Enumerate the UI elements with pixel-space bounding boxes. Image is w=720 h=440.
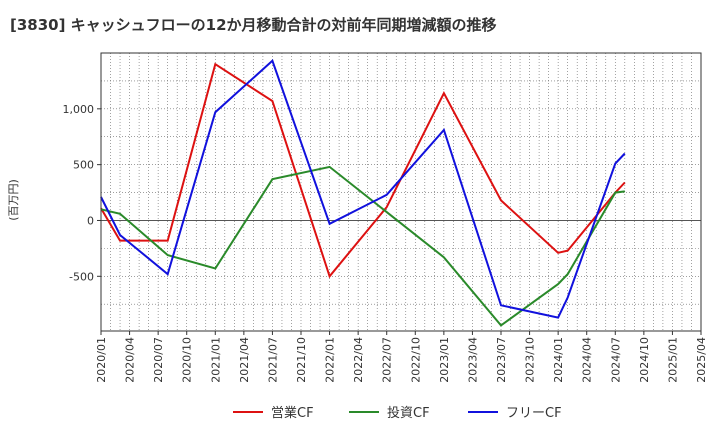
x-tick-label: 2021/01 — [209, 337, 222, 383]
x-tick-label: 2023/01 — [438, 337, 451, 383]
x-tick-label: 2020/04 — [124, 337, 137, 383]
x-tick-label: 2024/04 — [581, 337, 594, 383]
x-tick-label: 2021/04 — [238, 337, 251, 383]
x-tick-label: 2023/07 — [495, 337, 508, 383]
legend: 営業CF 投資CF フリーCF — [233, 405, 562, 421]
x-tick-label: 2021/10 — [295, 337, 308, 383]
x-tick-label: 2025/01 — [666, 337, 679, 383]
x-tick-label: 2021/07 — [266, 337, 279, 383]
x-tick-label: 2024/01 — [552, 337, 565, 383]
x-tick-label: 2024/10 — [638, 337, 651, 383]
x-tick-label: 2022/07 — [381, 337, 394, 383]
x-tick-label: 2023/04 — [466, 337, 479, 383]
series-line-営業CF — [100, 62, 626, 279]
series-layer — [100, 59, 626, 327]
x-tick-label: 2022/04 — [352, 337, 365, 383]
plot-area — [101, 53, 701, 331]
x-tick-label: 2020/10 — [181, 337, 194, 383]
series-line-投資CF — [100, 165, 625, 327]
x-tick-label: 2022/10 — [409, 337, 422, 383]
chart-title: [3830] キャッシュフローの12か月移動合計の対前年同期増減額の推移 — [10, 16, 497, 34]
x-tick-label: 2025/04 — [695, 337, 708, 383]
series-line-フリーCF — [100, 59, 626, 319]
x-tick-label: 2020/07 — [152, 337, 165, 383]
x-tick-label: 2020/01 — [95, 337, 108, 383]
x-tick-label: 2024/07 — [609, 337, 622, 383]
x-tick-label: 2022/01 — [324, 337, 337, 383]
plot-frame — [100, 52, 702, 332]
legend-label-フリーCF: フリーCF — [506, 406, 562, 421]
legend-label-投資CF: 投資CF — [387, 405, 430, 421]
x-tick-label: 2023/10 — [524, 337, 537, 383]
y-axis-label: (百万円) — [7, 179, 20, 221]
legend-label-営業CF: 営業CF — [271, 405, 314, 421]
y-tick-label: 1,000 — [63, 103, 95, 116]
y-tick-label: 500 — [73, 159, 94, 172]
y-tick-label: 0 — [87, 214, 94, 227]
y-tick-label: -500 — [69, 270, 94, 283]
grid — [101, 53, 701, 331]
x-axis: 2020/01 2020/04 2020/07 2020/10 2021/01 2021/… — [95, 331, 708, 383]
y-axis: 1,000 500 0 -500 — [63, 103, 101, 283]
